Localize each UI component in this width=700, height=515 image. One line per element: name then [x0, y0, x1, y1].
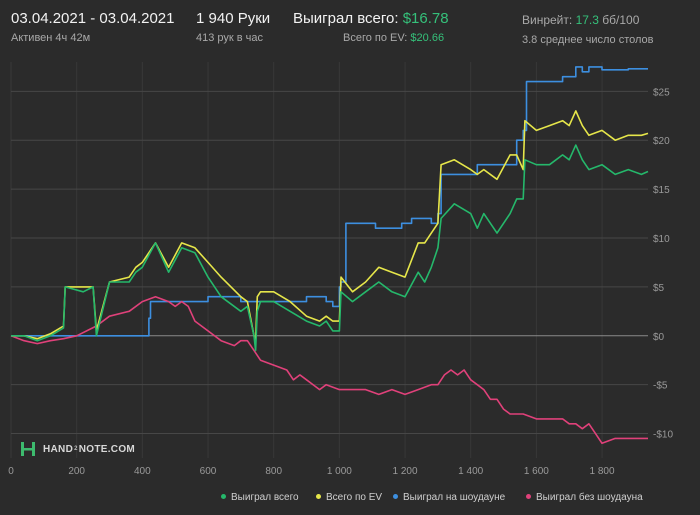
- y-tick-label: $20: [653, 136, 670, 147]
- legend-label-won: Выиграл всего: [231, 492, 299, 503]
- legend-swatch-ev: [316, 494, 321, 499]
- watermark-brand-b: NOTE.COM: [79, 444, 135, 455]
- x-tick-label: 1 200: [393, 466, 418, 477]
- y-tick-label: $25: [653, 87, 670, 98]
- y-tick-label: -$5: [653, 381, 668, 392]
- legend-label-ev: Всего по EV: [326, 492, 382, 503]
- y-tick-label: $5: [653, 283, 665, 294]
- watermark-brand-sup: 2: [74, 446, 78, 452]
- legend-swatch-nonshowdown: [526, 494, 531, 499]
- series-line-ev: [11, 111, 648, 341]
- legend-label-nonshowdown: Выиграл без шоудауна: [536, 492, 643, 503]
- x-tick-label: 1 800: [590, 466, 615, 477]
- legend-item-won[interactable]: Выиграл всего: [221, 492, 299, 503]
- legend-swatch-won: [221, 494, 226, 499]
- y-tick-label: $15: [653, 185, 670, 196]
- x-tick-label: 200: [68, 466, 85, 477]
- y-tick-label: $10: [653, 234, 670, 245]
- x-tick-label: 800: [265, 466, 282, 477]
- chart-legend: Выиграл всего Всего по EV Выиграл на шоу…: [0, 488, 700, 508]
- y-tick-label: -$10: [653, 430, 673, 441]
- x-tick-label: 1 000: [327, 466, 352, 477]
- chart-lines: [11, 67, 648, 443]
- legend-label-showdown: Выиграл на шоудауне: [403, 492, 505, 503]
- y-tick-label: $0: [653, 332, 665, 343]
- chart-grid: [11, 62, 648, 458]
- x-tick-label: 1 400: [458, 466, 483, 477]
- x-tick-label: 1 600: [524, 466, 549, 477]
- hand2note-logo-icon: [19, 440, 37, 458]
- x-tick-label: 600: [200, 466, 217, 477]
- legend-item-ev[interactable]: Всего по EV: [316, 492, 382, 503]
- legend-item-nonshowdown[interactable]: Выиграл без шоудауна: [526, 492, 643, 503]
- legend-swatch-showdown: [393, 494, 398, 499]
- legend-item-showdown[interactable]: Выиграл на шоудауне: [393, 492, 505, 503]
- hand2note-watermark: HAND 2 NOTE.COM: [19, 440, 135, 458]
- watermark-brand-a: HAND: [43, 444, 73, 455]
- x-axis-labels: 0 200 400 600 800 1 000 1 200 1 400 1 600 1 800: [8, 466, 615, 477]
- x-tick-label: 400: [134, 466, 151, 477]
- x-tick-label: 0: [8, 466, 14, 477]
- y-axis-labels: $25 $20 $15 $10 $5 $0 -$5 -$10: [653, 87, 673, 440]
